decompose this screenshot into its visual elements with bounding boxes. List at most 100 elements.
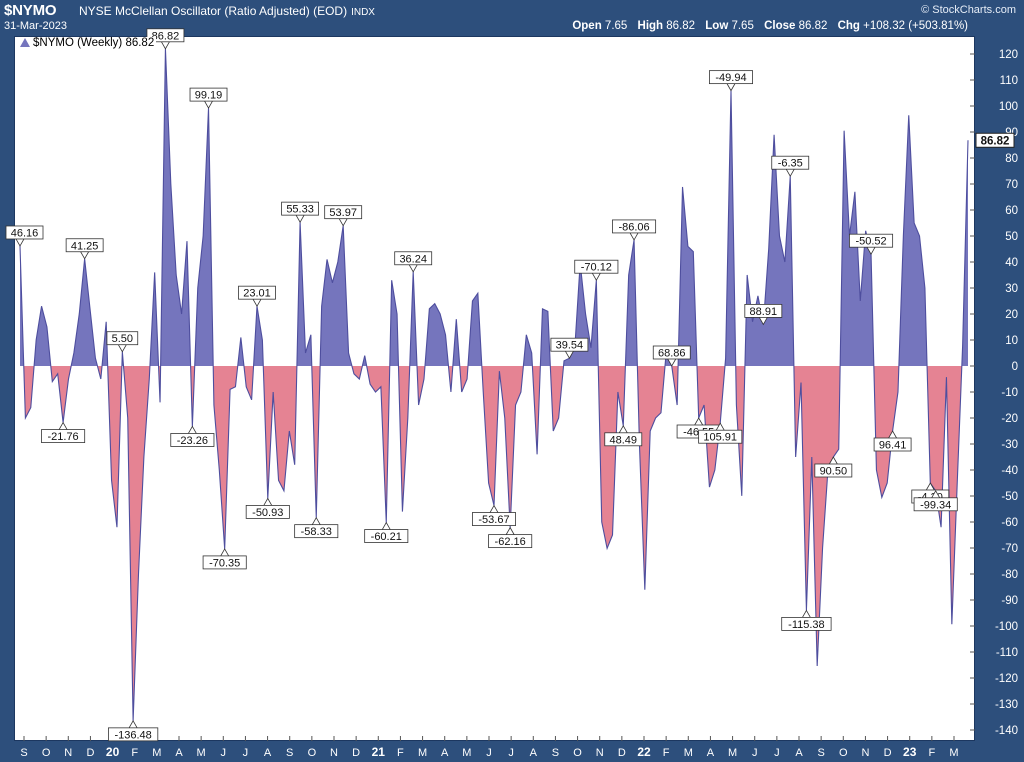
x-tick-label: S	[817, 747, 824, 759]
indicator-title: NYSE McClellan Oscillator (Ratio Adjuste…	[79, 4, 348, 18]
close-value: 86.82	[798, 20, 828, 32]
y-tick-label: -20	[1001, 413, 1018, 425]
y-tick-label: 40	[1005, 257, 1018, 269]
y-tick-label: 120	[999, 49, 1018, 61]
annotation-pointer	[629, 232, 639, 241]
x-tick-label: J	[752, 747, 758, 759]
annotation-text: 23.01	[243, 288, 271, 300]
data-annotation: 39.54	[550, 337, 589, 360]
data-annotation: -136.48	[108, 720, 159, 742]
data-annotation: -50.52	[849, 233, 894, 256]
x-tick-label: A	[264, 747, 272, 759]
data-annotation: 99.19	[189, 87, 228, 109]
chg-value: +108.32 (+503.81%)	[863, 20, 968, 32]
annotation-text: -70.35	[209, 557, 240, 569]
x-tick-label: F	[397, 747, 404, 759]
y-tick-label: -110	[996, 647, 1018, 659]
annotation-pointer	[866, 247, 876, 256]
annotation-pointer	[15, 238, 25, 247]
annotation-box	[550, 337, 589, 352]
annotation-pointer	[338, 218, 348, 227]
annotation-box	[744, 303, 783, 318]
ticker-symbol: $NYMO	[4, 2, 57, 19]
y-tick-label: -50	[1001, 491, 1018, 503]
data-annotation: -86.06	[612, 219, 657, 241]
x-tick-label: N	[861, 747, 869, 759]
x-tick-label: J	[243, 747, 249, 759]
annotation-pointer	[785, 169, 795, 178]
x-tick-label: N	[64, 747, 72, 759]
annotation-text: 90.50	[820, 466, 848, 478]
data-annotation: -70.35	[202, 548, 247, 570]
legend-label: $NYMO (Weekly) 86.82	[33, 37, 155, 49]
indicator-name: NYSE McClellan Oscillator (Ratio Adjuste…	[79, 4, 375, 18]
annotation-box	[324, 205, 363, 220]
annotation-box	[41, 429, 86, 443]
high-label: High	[637, 20, 664, 32]
annotation-text: -53.67	[478, 514, 509, 526]
data-annotation: 41.25	[65, 238, 104, 260]
annotation-box	[873, 437, 912, 452]
open-label: Open	[572, 20, 602, 32]
annotation-text: -49.94	[715, 72, 746, 84]
last-value-text: 86.82	[981, 135, 1010, 147]
y-tick-label: -60	[1001, 517, 1018, 529]
annotation-pointer	[408, 264, 418, 273]
exchange-label: INDX	[351, 7, 375, 18]
annotation-text: -136.48	[114, 729, 151, 741]
stockcharts-brand[interactable]: © StockCharts.com	[921, 4, 1016, 16]
data-annotation: 55.33	[281, 201, 319, 223]
data-annotation: 105.91	[698, 422, 743, 444]
annotation-text: 86.82	[152, 30, 180, 42]
annotation-text: 53.97	[329, 207, 357, 219]
data-annotation: 88.91	[744, 303, 783, 326]
data-annotation: -49.94	[709, 70, 754, 92]
annotation-text: 39.54	[556, 340, 584, 352]
area-series-icon	[20, 38, 30, 47]
chart-header: $NYMO NYSE McClellan Oscillator (Ratio A…	[0, 0, 1024, 36]
annotation-pointer	[263, 497, 273, 506]
annotation-pointer	[758, 317, 768, 326]
x-tick-label: D	[884, 747, 892, 759]
y-tick-label: 30	[1005, 283, 1018, 295]
chart-date: 31-Mar-2023	[4, 20, 67, 32]
annotation-text: -60.21	[371, 531, 402, 543]
x-tick-label: O	[573, 747, 582, 759]
annotation-pointer	[252, 298, 262, 307]
data-annotation: -99.34	[913, 489, 958, 512]
annotation-text: -99.34	[920, 499, 951, 511]
x-tick-label: A	[795, 747, 803, 759]
y-tick-label: -140	[995, 725, 1018, 737]
annotation-box	[189, 87, 228, 102]
annotation-box	[106, 331, 139, 346]
data-annotation: -70.12	[574, 259, 619, 282]
annotation-box	[913, 497, 958, 512]
annotation-pointer	[128, 720, 138, 729]
y-tick-label: -30	[1001, 439, 1018, 451]
data-annotation: -58.33	[294, 516, 339, 538]
y-tick-label: 100	[999, 101, 1018, 113]
annotation-text: -50.93	[252, 507, 283, 519]
annotation-pointer	[489, 504, 499, 513]
annotation-text: 46.16	[11, 227, 39, 239]
x-tick-label: N	[596, 747, 604, 759]
annotation-box	[108, 727, 159, 742]
annotation-pointer	[295, 214, 305, 223]
annotation-pointer	[204, 100, 213, 109]
annotation-box	[652, 345, 691, 360]
last-value-box	[975, 132, 1015, 148]
y-tick-label: 10	[1005, 335, 1018, 347]
y-tick-label: -40	[1001, 465, 1018, 477]
annotation-pointer	[591, 273, 601, 282]
annotation-pointer	[161, 41, 170, 50]
annotation-pointer	[931, 489, 941, 498]
annotation-box	[238, 285, 276, 300]
y-tick-label: -10	[1001, 387, 1018, 399]
x-tick-label: 21	[372, 745, 386, 759]
x-tick-label: A	[530, 747, 538, 759]
annotation-box	[281, 201, 319, 216]
x-tick-label: A	[441, 747, 449, 759]
annotation-pointer	[80, 251, 89, 260]
annotation-box	[202, 555, 247, 570]
